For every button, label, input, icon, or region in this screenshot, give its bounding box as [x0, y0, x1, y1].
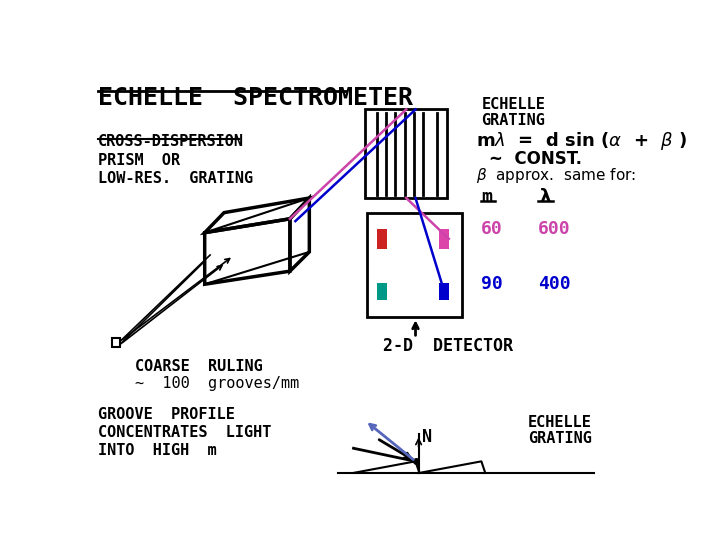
- Text: GRATING: GRATING: [528, 431, 592, 447]
- Text: PRISM  OR: PRISM OR: [98, 153, 180, 168]
- Text: 600: 600: [538, 220, 570, 238]
- Bar: [377, 283, 387, 300]
- Text: GRATING: GRATING: [482, 112, 545, 127]
- Text: INTO  HIGH  m: INTO HIGH m: [98, 443, 217, 458]
- Bar: [365, 110, 446, 198]
- Bar: [367, 213, 462, 318]
- Bar: [377, 229, 387, 249]
- Bar: [112, 338, 120, 347]
- Text: N: N: [422, 428, 432, 446]
- Text: m: m: [482, 188, 492, 206]
- Text: LOW-RES.  GRATING: LOW-RES. GRATING: [98, 171, 253, 186]
- Text: $\beta$  approx.  same for:: $\beta$ approx. same for:: [476, 166, 636, 185]
- Text: 60: 60: [482, 220, 503, 238]
- Text: CROSS-DISPERSION: CROSS-DISPERSION: [98, 134, 244, 149]
- Text: 90: 90: [482, 275, 503, 293]
- Text: m$\lambda$  =  d sin ($\alpha$  +  $\beta$ ): m$\lambda$ = d sin ($\alpha$ + $\beta$ ): [476, 130, 688, 152]
- Text: COARSE  RULING: COARSE RULING: [135, 359, 263, 374]
- Bar: [438, 229, 449, 249]
- Text: ECHELLE  SPECTROMETER: ECHELLE SPECTROMETER: [98, 86, 413, 110]
- Text: ECHELLE: ECHELLE: [528, 415, 592, 430]
- Text: λ: λ: [539, 188, 551, 206]
- Text: ~  100  grooves/mm: ~ 100 grooves/mm: [135, 376, 300, 391]
- Text: CONCENTRATES  LIGHT: CONCENTRATES LIGHT: [98, 425, 271, 440]
- Text: ~  CONST.: ~ CONST.: [489, 150, 582, 167]
- Text: 400: 400: [538, 275, 570, 293]
- Text: GROOVE  PROFILE: GROOVE PROFILE: [98, 408, 235, 422]
- Text: 2-D  DETECTOR: 2-D DETECTOR: [383, 336, 513, 355]
- Text: ECHELLE: ECHELLE: [482, 97, 545, 112]
- Bar: [438, 283, 449, 300]
